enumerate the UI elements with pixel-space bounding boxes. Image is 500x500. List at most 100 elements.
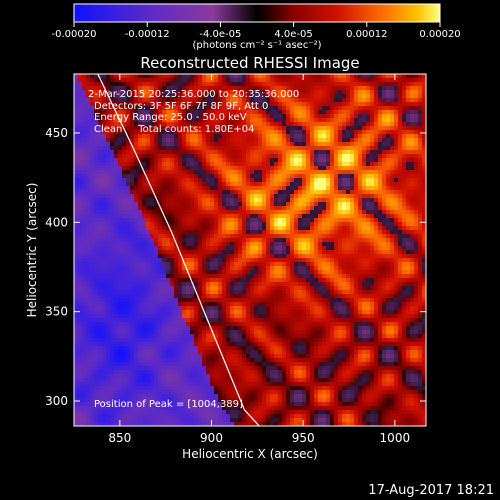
heatmap-cell: [282, 218, 287, 223]
heatmap-cell: [318, 186, 323, 191]
heatmap-cell: [270, 118, 275, 123]
heatmap-cell: [342, 210, 347, 215]
heatmap-cell: [82, 114, 87, 119]
heatmap-cell: [282, 222, 287, 227]
heatmap-cell: [198, 298, 203, 303]
heatmap-cell: [394, 234, 399, 239]
heatmap-cell: [182, 234, 187, 239]
heatmap-cell: [378, 278, 383, 283]
heatmap-cell: [362, 158, 367, 163]
heatmap-cell: [286, 130, 291, 135]
heatmap-cell: [298, 226, 303, 231]
heatmap-cell: [406, 242, 411, 247]
heatmap-cell: [290, 290, 295, 295]
heatmap-cell: [358, 274, 363, 279]
heatmap-cell: [382, 262, 387, 267]
heatmap-cell: [178, 174, 183, 179]
heatmap-cell: [410, 190, 415, 195]
heatmap-cell: [226, 246, 231, 251]
heatmap-cell: [370, 282, 375, 287]
heatmap-cell: [358, 146, 363, 151]
heatmap-cell: [234, 174, 239, 179]
heatmap-cell: [106, 242, 111, 247]
heatmap-cell: [146, 294, 151, 299]
heatmap-cell: [82, 294, 87, 299]
heatmap-cell: [414, 170, 419, 175]
heatmap-cell: [78, 110, 83, 115]
heatmap-cell: [394, 162, 399, 167]
heatmap-cell: [218, 206, 223, 211]
heatmap-cell: [198, 262, 203, 267]
heatmap-cell: [158, 82, 163, 87]
heatmap-cell: [302, 182, 307, 187]
heatmap-cell: [162, 254, 167, 259]
heatmap-cell: [310, 162, 315, 167]
heatmap-cell: [302, 186, 307, 191]
heatmap-cell: [378, 102, 383, 107]
heatmap-cell: [258, 150, 263, 155]
heatmap-cell: [170, 118, 175, 123]
heatmap-cell: [258, 202, 263, 207]
heatmap-cell: [186, 206, 191, 211]
heatmap-cell: [74, 266, 79, 271]
heatmap-cell: [410, 186, 415, 191]
heatmap-cell: [158, 98, 163, 103]
heatmap-cell: [374, 126, 379, 131]
heatmap-cell: [286, 154, 291, 159]
heatmap-cell: [142, 94, 147, 99]
heatmap-cell: [158, 210, 163, 215]
heatmap-cell: [166, 282, 171, 287]
heatmap-cell: [198, 222, 203, 227]
heatmap-cell: [222, 178, 227, 183]
heatmap-cell: [378, 218, 383, 223]
heatmap-cell: [330, 170, 335, 175]
heatmap-cell: [418, 94, 423, 99]
heatmap-cell: [286, 294, 291, 299]
heatmap-cell: [78, 214, 83, 219]
heatmap-cell: [262, 214, 267, 219]
heatmap-cell: [254, 114, 259, 119]
heatmap-cell: [194, 78, 199, 83]
heatmap-cell: [394, 246, 399, 251]
heatmap-cell: [282, 190, 287, 195]
heatmap-cell: [290, 170, 295, 175]
heatmap-cell: [242, 262, 247, 267]
heatmap-cell: [202, 90, 207, 95]
heatmap-cell: [274, 134, 279, 139]
heatmap-cell: [166, 206, 171, 211]
heatmap-cell: [202, 198, 207, 203]
heatmap-cell: [390, 258, 395, 263]
heatmap-cell: [330, 78, 335, 83]
heatmap-cell: [394, 210, 399, 215]
heatmap-cell: [354, 142, 359, 147]
heatmap-cell: [262, 290, 267, 295]
heatmap-cell: [270, 270, 275, 275]
heatmap-cell: [138, 250, 143, 255]
heatmap-cell: [214, 94, 219, 99]
heatmap-cell: [118, 198, 123, 203]
heatmap-cell: [342, 74, 347, 79]
heatmap-cell: [286, 162, 291, 167]
heatmap-cell: [246, 122, 251, 127]
heatmap-cell: [342, 278, 347, 283]
heatmap-cell: [398, 126, 403, 131]
heatmap-cell: [302, 258, 307, 263]
heatmap-cell: [258, 242, 263, 247]
heatmap-cell: [234, 118, 239, 123]
heatmap-cell: [330, 154, 335, 159]
heatmap-cell: [418, 266, 423, 271]
heatmap-cell: [222, 286, 227, 291]
heatmap-cell: [218, 94, 223, 99]
heatmap-cell: [186, 186, 191, 191]
heatmap-cell: [422, 90, 426, 95]
heatmap-cell: [170, 266, 175, 271]
heatmap-cell: [178, 162, 183, 167]
heatmap-cell: [306, 210, 311, 215]
heatmap-cell: [122, 206, 127, 211]
heatmap-cell: [246, 94, 251, 99]
heatmap-cell: [414, 190, 419, 195]
heatmap-cell: [354, 114, 359, 119]
heatmap-cell: [150, 118, 155, 123]
heatmap-cell: [318, 222, 323, 227]
heatmap-cell: [342, 126, 347, 131]
